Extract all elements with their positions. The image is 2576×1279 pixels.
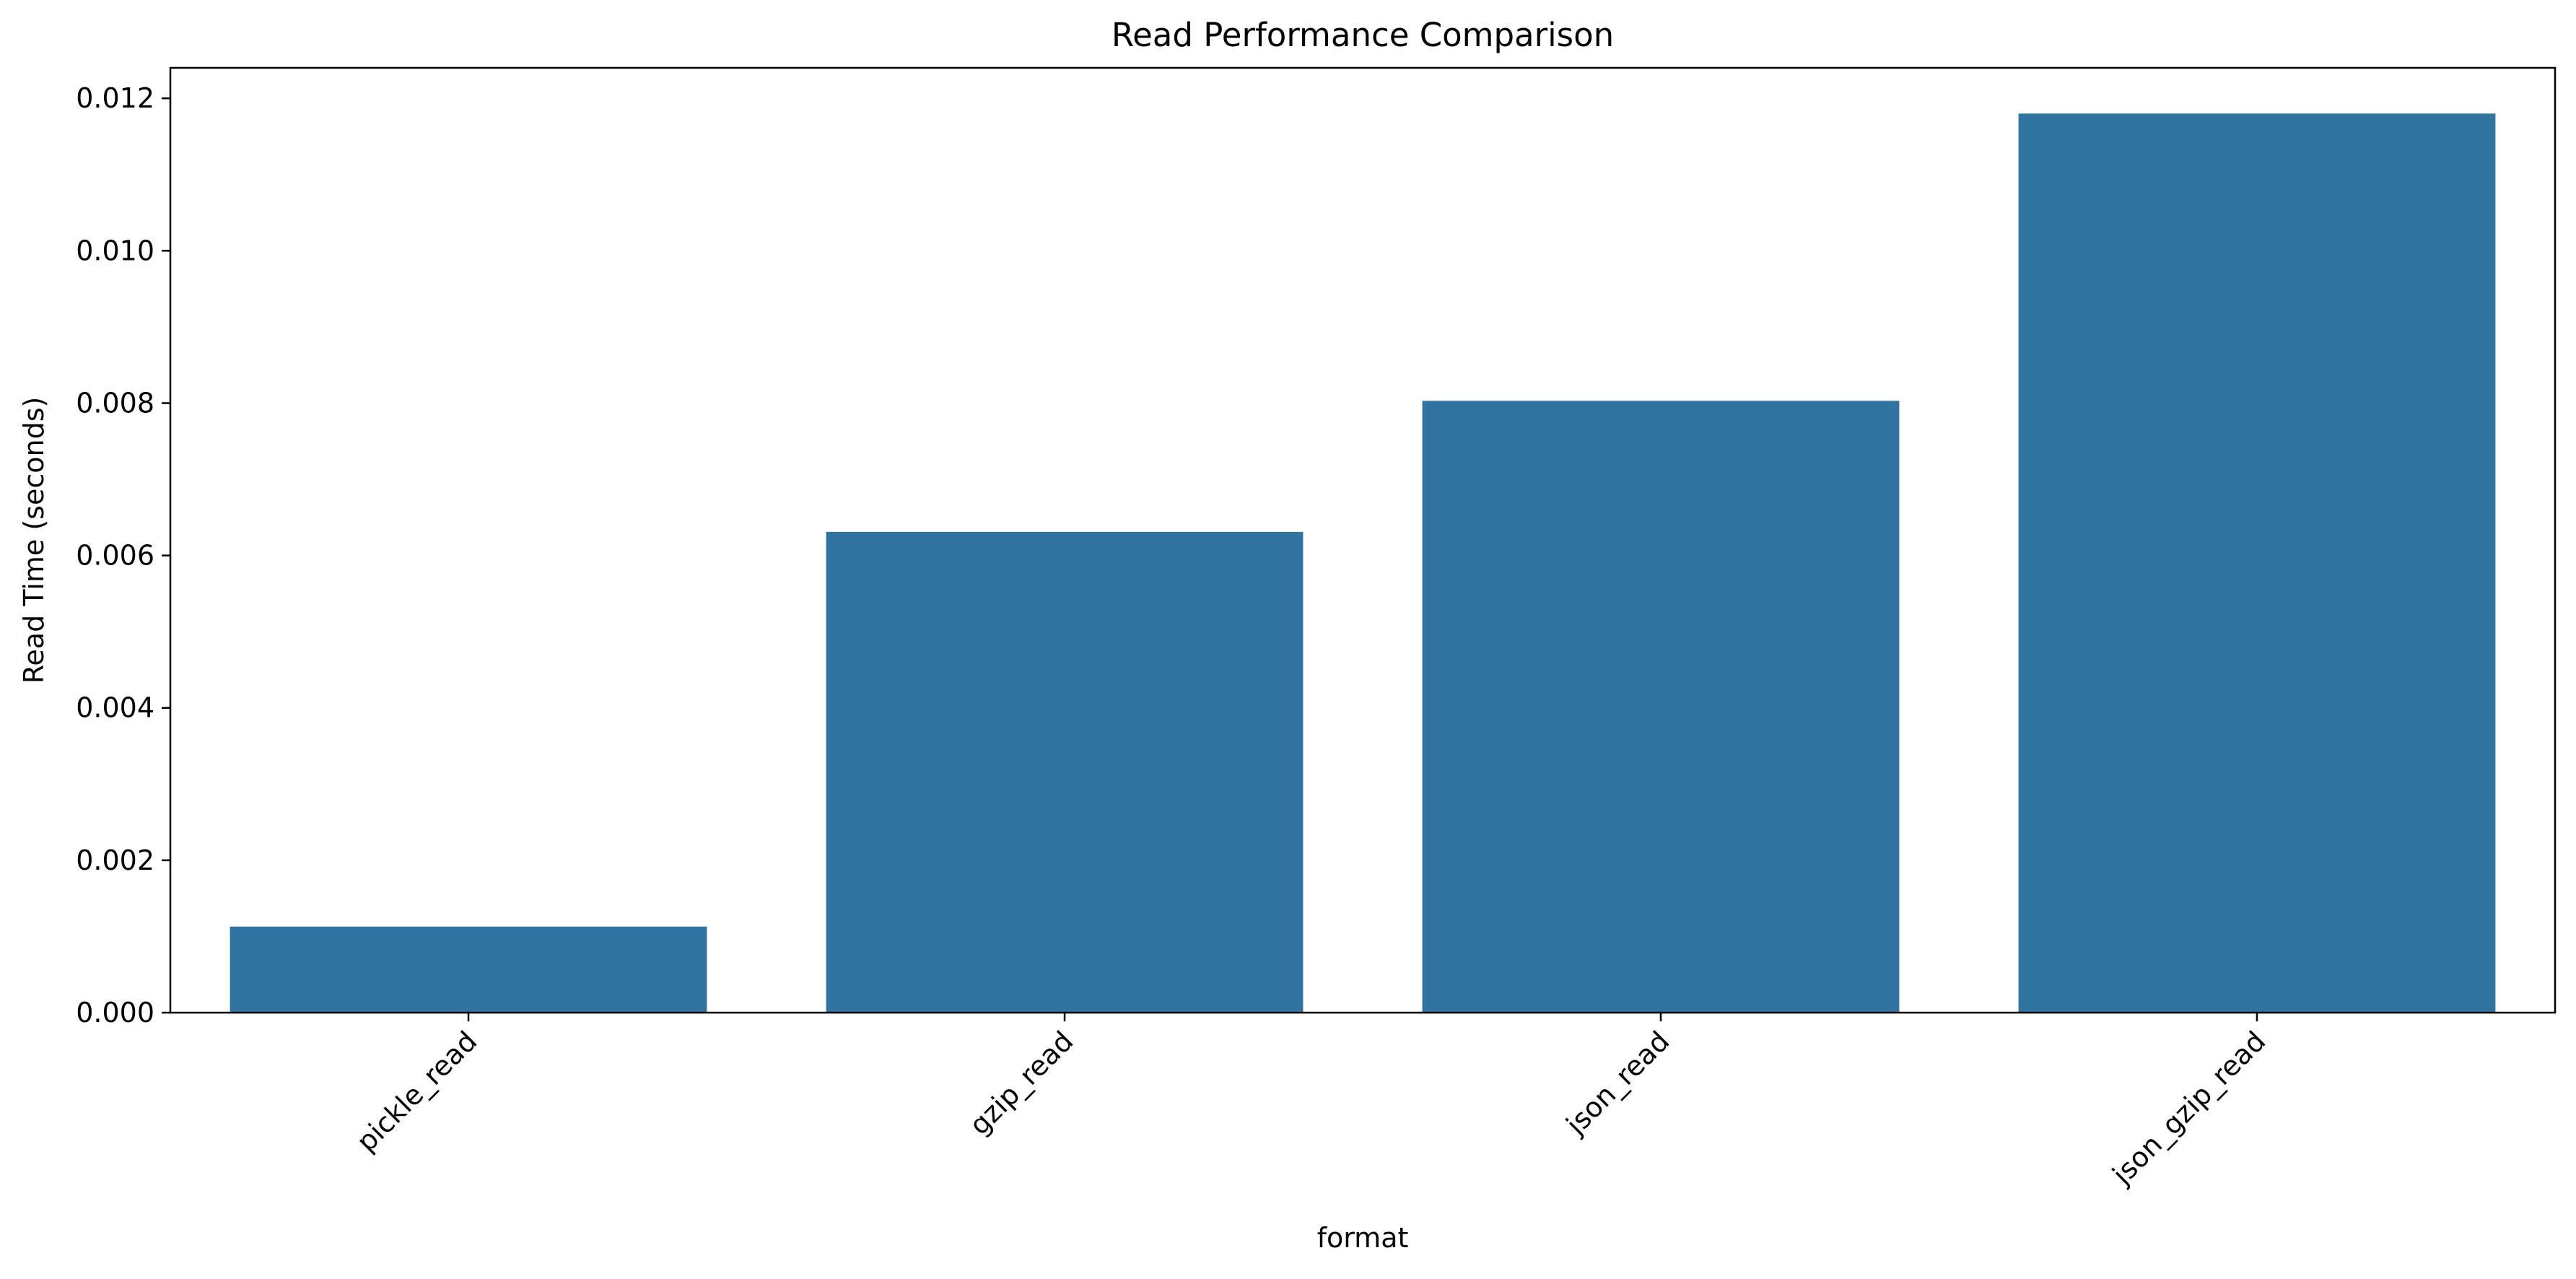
x-axis-label: format xyxy=(1317,1222,1409,1254)
y-tick-label: 0.002 xyxy=(76,844,154,876)
y-tick-label: 0.010 xyxy=(76,235,154,266)
y-tick-label: 0.004 xyxy=(76,692,154,724)
y-tick-label: 0.006 xyxy=(76,540,154,572)
y-tick-label: 0.012 xyxy=(76,82,154,114)
bar-pickle-read xyxy=(230,926,707,1013)
y-axis-label: Read Time (seconds) xyxy=(18,397,50,684)
y-tick-label: 0.008 xyxy=(76,387,154,419)
bar-json-read xyxy=(1422,401,1900,1013)
plot-frame xyxy=(169,66,2557,1014)
y-axis: 0.000 0.002 0.004 0.006 0.008 0.010 0.012 xyxy=(76,82,170,1029)
chart-title: Read Performance Comparison xyxy=(1112,16,1614,54)
y-tick-label: 0.000 xyxy=(76,997,154,1029)
bars-layer xyxy=(230,113,2496,1013)
bar-gzip-read xyxy=(826,531,1304,1013)
bar-json-gzip-read xyxy=(2018,113,2496,1013)
